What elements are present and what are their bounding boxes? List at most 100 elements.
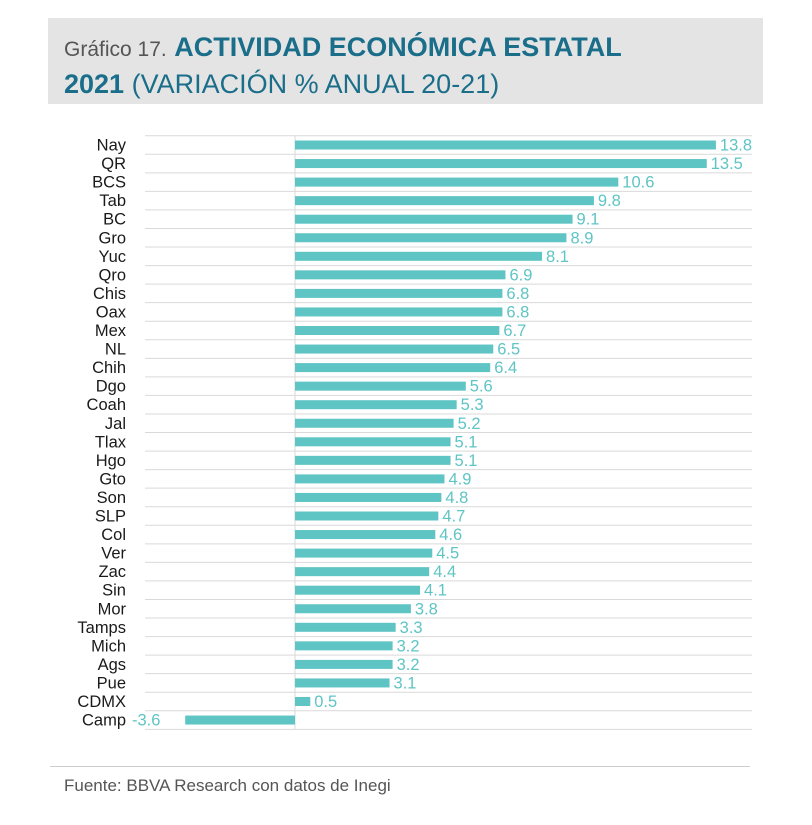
- bar: [295, 196, 594, 206]
- data-label: 13.5: [711, 155, 743, 173]
- bar: [295, 455, 451, 465]
- bar: [295, 511, 439, 521]
- category-label: Sin: [102, 582, 126, 600]
- bar: [295, 363, 491, 373]
- data-label: 6.4: [494, 359, 517, 377]
- data-label: 4.5: [436, 545, 459, 563]
- category-label: Gto: [99, 470, 126, 488]
- data-label: 4.7: [442, 508, 465, 526]
- category-label: Tab: [99, 192, 126, 210]
- data-label: 3.2: [397, 637, 420, 655]
- data-label: 3.3: [400, 619, 423, 637]
- chart-number: Gráfico 17.: [64, 38, 167, 61]
- bar: [295, 140, 716, 150]
- data-label: 9.8: [598, 192, 621, 210]
- bar: [295, 548, 433, 558]
- category-label: Camp: [82, 712, 126, 730]
- bar: [295, 400, 457, 410]
- data-label: 4.9: [448, 470, 471, 488]
- category-label: BC: [103, 211, 126, 229]
- data-label: 4.1: [424, 582, 447, 600]
- data-label: 4.8: [445, 489, 468, 507]
- bar: [295, 659, 393, 669]
- data-label: 5.1: [455, 452, 478, 470]
- data-label: 5.2: [458, 415, 481, 433]
- bar: [295, 233, 567, 243]
- bar: [295, 697, 311, 706]
- category-label: Ags: [98, 656, 126, 674]
- bar: [295, 492, 442, 502]
- source-note: Fuente: BBVA Research con datos de Inegi: [64, 776, 391, 795]
- chart-title-year: 2021: [64, 69, 125, 99]
- bar: [295, 418, 454, 428]
- bar: [295, 437, 451, 447]
- bar: [295, 530, 436, 540]
- data-label: 13.8: [720, 137, 752, 155]
- data-label: 4.4: [433, 563, 456, 581]
- category-label: Col: [101, 526, 126, 544]
- footer-divider: [50, 766, 750, 767]
- chart-title-line-1: Gráfico 17. ACTIVIDAD ECONÓMICA ESTATAL: [64, 30, 747, 67]
- category-label: Gro: [98, 229, 126, 247]
- data-label: 6.9: [509, 266, 532, 284]
- chart-title-main: ACTIVIDAD ECONÓMICA ESTATAL: [174, 32, 622, 62]
- category-label: Mich: [91, 637, 126, 655]
- category-label: Qro: [98, 266, 126, 284]
- category-label: Tlax: [95, 433, 127, 451]
- data-label: 0.5: [314, 693, 337, 711]
- bar-chart: Nay 13.8 QR 13.5 BCS 10.6 Tab 9.8 BC 9.1 Gro 8.9 Yuc…: [77, 135, 752, 730]
- data-label: 3.8: [415, 600, 438, 618]
- bar: [295, 474, 445, 484]
- bar: [295, 177, 619, 187]
- bar: [295, 641, 393, 651]
- category-label: BCS: [92, 174, 126, 192]
- data-label: 3.1: [394, 674, 417, 692]
- bar: [295, 251, 543, 261]
- category-label: Pue: [97, 674, 126, 692]
- bar: [295, 214, 573, 224]
- data-label: 5.1: [455, 433, 478, 451]
- category-label: SLP: [95, 508, 126, 526]
- category-label: Son: [97, 489, 126, 507]
- category-label: NL: [105, 341, 126, 359]
- data-label: 8.9: [570, 229, 593, 247]
- data-label: 5.3: [461, 396, 484, 414]
- category-label: Tamps: [77, 619, 126, 637]
- category-label: Hgo: [96, 452, 126, 470]
- category-label: Coah: [87, 396, 126, 414]
- bar: [295, 159, 707, 169]
- data-label: -3.6: [132, 712, 160, 730]
- bar: [295, 678, 390, 688]
- bar: [295, 567, 430, 577]
- category-label: Nay: [97, 137, 127, 155]
- data-label: 6.5: [497, 341, 520, 359]
- data-label: 6.7: [503, 322, 526, 340]
- bar: [295, 604, 411, 614]
- category-label: Chis: [93, 285, 126, 303]
- chart-title-box: Gráfico 17. ACTIVIDAD ECONÓMICA ESTATAL …: [48, 18, 763, 104]
- data-label: 4.6: [439, 526, 462, 544]
- data-label: 8.1: [546, 248, 569, 266]
- category-label: Mex: [95, 322, 127, 340]
- bar: [295, 381, 466, 391]
- category-label: CDMX: [77, 693, 126, 711]
- data-label: 3.2: [397, 656, 420, 674]
- bar: [295, 326, 500, 335]
- bar: [295, 344, 494, 354]
- data-label: 9.1: [577, 211, 600, 229]
- bar: [295, 288, 503, 298]
- bar: [295, 585, 421, 595]
- data-label: 10.6: [622, 174, 654, 192]
- chart-subtitle: (VARIACIÓN % ANUAL 20-21): [131, 69, 500, 99]
- category-label: Yuc: [98, 248, 126, 266]
- category-label: Zac: [98, 563, 126, 581]
- bar: [295, 622, 396, 632]
- category-label: Dgo: [96, 378, 126, 396]
- chart-title-line-2: 2021 (VARIACIÓN % ANUAL 20-21): [64, 67, 747, 101]
- category-label: QR: [101, 155, 126, 173]
- data-label: 6.8: [506, 303, 529, 321]
- data-label: 5.6: [470, 378, 493, 396]
- category-label: Mor: [98, 600, 127, 618]
- bar: [295, 270, 506, 280]
- bar: [185, 715, 295, 725]
